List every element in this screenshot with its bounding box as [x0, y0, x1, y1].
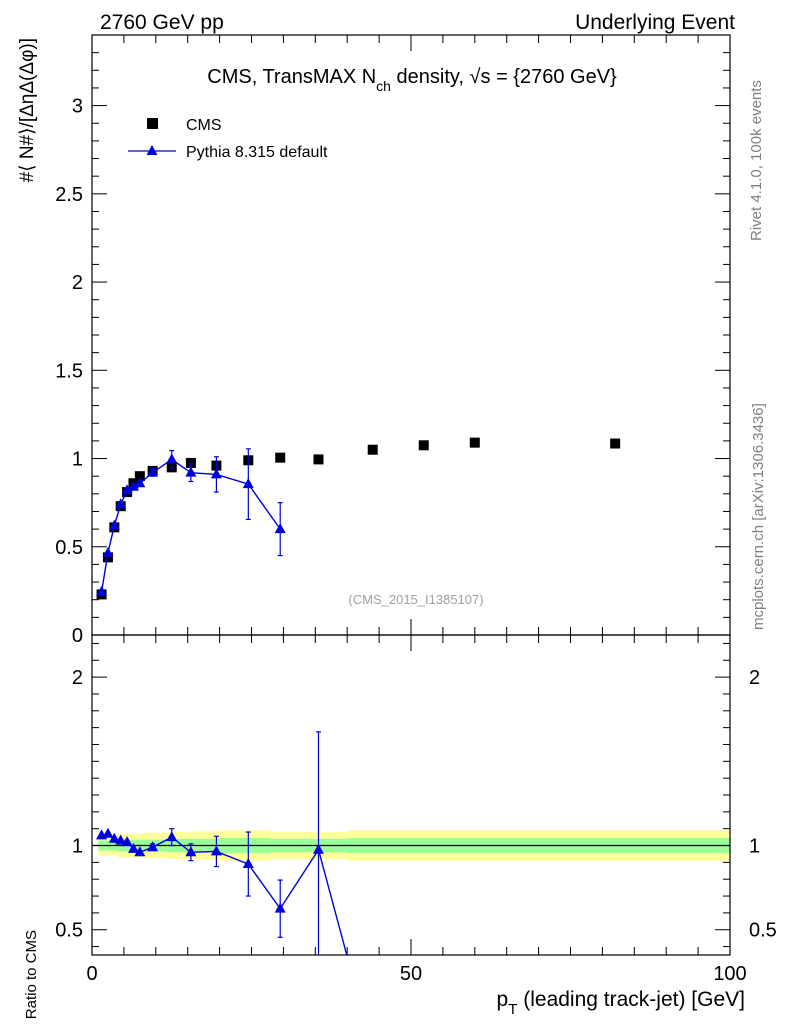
mc-main-point — [127, 480, 139, 491]
mc-ratio-point — [312, 843, 324, 854]
mc-ratio-point — [127, 842, 139, 853]
mc-ratio-point — [115, 834, 127, 845]
cms-data-point — [102, 552, 113, 563]
x-axis-label-rest: (leading track-jet) [GeV] — [517, 988, 745, 1011]
mc-ratio-point — [121, 836, 133, 847]
ratio-y-ticks: 0.5 0.5 1 1 2 2 — [55, 642, 777, 948]
mcplots-label: mcplots.cern.ch [arXiv:1306.3436] — [750, 403, 767, 630]
analysis-watermark: (CMS_2015_I1385107) — [348, 592, 483, 607]
mc-ratio-point — [108, 832, 120, 843]
mc-ratio-point — [274, 902, 286, 913]
ratio-y-tick-label-right: 2 — [749, 667, 760, 689]
main-y-tick-label: 2 — [72, 272, 83, 294]
ratio-y-tick-label: 0.5 — [55, 920, 83, 942]
main-y-tick-label: 1 — [72, 449, 83, 471]
mc-ratio-point — [102, 827, 114, 838]
legend-label-mc: Pythia 8.315 default — [186, 144, 328, 161]
cms-data-point — [134, 471, 145, 482]
x-axis-label-main: p — [497, 988, 509, 1011]
mc-main-point — [166, 453, 178, 464]
ratio-y-tick-label-right: 1 — [749, 836, 760, 858]
cms-data-point — [275, 452, 286, 463]
main-title-rest: density, — [391, 66, 470, 88]
rivet-label: Rivet 4.1.0, 100k events — [748, 80, 765, 241]
cms-data-point — [313, 454, 324, 465]
mc-main-point — [121, 484, 133, 495]
cms-data-point — [469, 437, 480, 448]
cms-data-point — [610, 438, 621, 449]
main-title-sub: ch — [376, 78, 391, 94]
main-y-tick-label: 0 — [72, 625, 83, 647]
main-title-text: CMS, TransMAX N — [207, 66, 376, 88]
mc-main-point — [115, 498, 127, 509]
mc-ratio-point — [166, 831, 178, 842]
x-tick-label: 100 — [713, 963, 746, 985]
mc-main-point — [210, 468, 222, 479]
x-tick-label: 50 — [400, 963, 422, 985]
mc-ratio-point — [242, 858, 254, 869]
main-title-sqrt: √s = {2760 GeV} — [470, 66, 618, 88]
mc-main-point — [96, 585, 108, 596]
mc-main-point — [185, 466, 197, 477]
main-y-tick-label: 1.5 — [55, 360, 83, 382]
mc-ratio-point — [185, 846, 197, 857]
ratio-y-tick-label: 2 — [72, 667, 83, 689]
main-y-tick-label: 0.5 — [55, 537, 83, 559]
header-right: Underlying Event — [575, 11, 735, 34]
mc-ratio-point — [210, 845, 222, 856]
x-axis-label: pT (leading track-jet) [GeV] — [497, 988, 745, 1018]
header-left: 2760 GeV pp — [100, 11, 224, 34]
x-tick-label: 0 — [86, 963, 97, 985]
cms-data-point — [367, 444, 378, 455]
main-y-tick-label: 3 — [72, 96, 83, 118]
main-ylabel: #⟨ N#⟩/[ΔηΔ(Δφ)] — [17, 38, 38, 182]
mc-main-point — [147, 466, 159, 477]
legend-label-cms: CMS — [186, 117, 222, 134]
main-y-ticks: 0 0.5 1 1.5 2 2.5 3 — [55, 34, 730, 647]
main-title: CMS, TransMAX Nch density, √s = {2760 Ge… — [207, 66, 617, 94]
legend-marker-cms — [147, 118, 158, 129]
ratio-y-tick-label-right: 0.5 — [749, 920, 777, 942]
main-panel: 0 0.5 1 1.5 2 2.5 3 — [55, 34, 731, 647]
legend: CMS Pythia 8.315 default — [128, 117, 328, 161]
mc-main-point — [102, 546, 114, 557]
mc-ratio-point — [147, 841, 159, 852]
ratio-y-tick-label: 1 — [72, 836, 83, 858]
mc-ratio-point — [134, 846, 146, 857]
ratio-ylabel: Ratio to CMS — [23, 930, 40, 1019]
main-y-tick-label: 2.5 — [55, 184, 83, 206]
ratio-frame — [91, 634, 731, 956]
mc-main-series — [96, 448, 286, 596]
cms-data-point — [418, 440, 429, 451]
mc-main-point — [274, 523, 286, 534]
cms-data-point — [185, 457, 196, 468]
mc-main-point — [134, 477, 146, 488]
x-axis-label-sub: T — [508, 1001, 517, 1018]
mc-main-point — [108, 519, 120, 530]
mc-main-point — [242, 478, 254, 489]
legend-marker-mc — [146, 145, 158, 155]
mc-ratio-series — [96, 731, 348, 955]
